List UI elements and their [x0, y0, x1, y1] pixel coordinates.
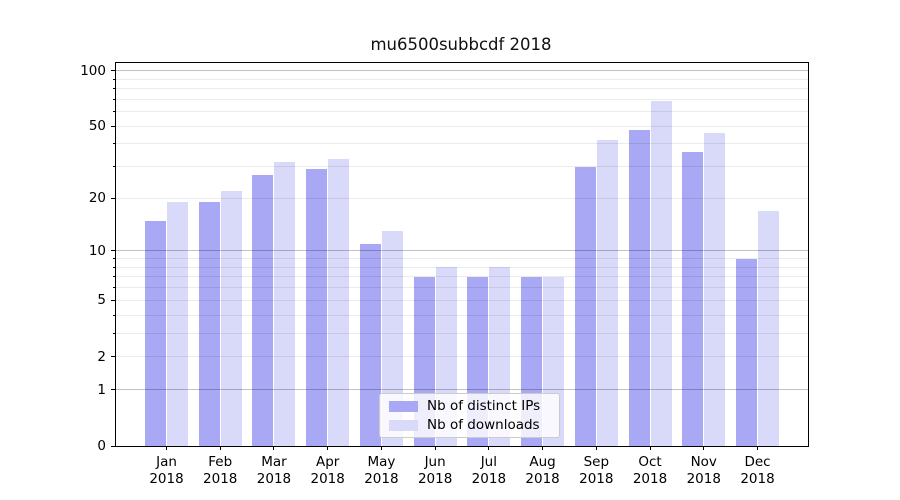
ytick-mark-minor-7: [113, 276, 116, 278]
gridline-minor-90: [116, 78, 808, 80]
ytick-mark-minor-80: [113, 88, 116, 90]
legend-swatch-distinct-ips: [389, 400, 418, 412]
xtick-mark-jun: [434, 446, 436, 450]
gridline-minor-60: [116, 111, 808, 113]
bar-nb-of-downloads-dec: [758, 210, 779, 446]
bar-nb-of-downloads-jan: [167, 202, 188, 446]
ytick-label-20: 20: [88, 190, 106, 207]
xtick-mark-mar: [273, 446, 275, 450]
gridline-minor-70: [116, 98, 808, 100]
ytick-label-2: 2: [97, 348, 106, 365]
gridline-minor-50: [116, 125, 808, 127]
ytick-mark-100: [111, 70, 116, 72]
ytick-mark-20: [111, 197, 116, 199]
xtick-label-dec: Dec 2018: [740, 454, 775, 487]
bar-nb-of-downloads-sep: [596, 140, 618, 446]
gridline-minor-80: [116, 88, 808, 90]
xtick-mark-may: [380, 446, 382, 450]
bar-nb-of-distinct-ips-dec: [736, 258, 757, 446]
ytick-label-50: 50: [88, 118, 106, 135]
ytick-mark-minor-60: [113, 111, 116, 113]
bar-nb-of-downloads-feb: [220, 191, 242, 446]
ytick-mark-minor-9: [113, 258, 116, 260]
bar-nb-of-distinct-ips-apr: [306, 169, 328, 446]
ytick-mark-minor-6: [113, 287, 116, 289]
bar-nb-of-distinct-ips-nov: [682, 152, 704, 446]
xtick-label-feb: Feb 2018: [203, 454, 238, 487]
xtick-label-jun: Jun 2018: [417, 454, 453, 487]
xtick-label-oct: Oct 2018: [632, 454, 668, 487]
chart-title: mu6500subbcdf 2018: [370, 35, 552, 54]
ytick-mark-minor-40: [113, 143, 116, 145]
xtick-mark-sep: [595, 446, 597, 450]
ytick-mark-minor-90: [113, 78, 116, 80]
xtick-label-sep: Sep 2018: [579, 454, 614, 487]
xtick-label-nov: Nov 2018: [686, 454, 721, 487]
legend: Nb of distinct IPs Nb of downloads: [379, 393, 560, 438]
bar-nb-of-distinct-ips-feb: [198, 202, 220, 446]
bar-nb-of-downloads-may: [381, 231, 403, 446]
ytick-label-10: 10: [88, 242, 106, 259]
xtick-mark-apr: [327, 446, 329, 450]
legend-item-downloads: Nb of downloads: [389, 418, 550, 432]
bar-nb-of-distinct-ips-mar: [252, 175, 274, 446]
ytick-label-1: 1: [97, 381, 106, 398]
legend-swatch-downloads: [389, 419, 418, 431]
legend-label-downloads: Nb of downloads: [427, 417, 540, 433]
ytick-mark-minor-4: [113, 314, 116, 316]
bar-nb-of-distinct-ips-jan: [145, 220, 166, 446]
ytick-mark-minor-3: [113, 332, 116, 334]
ytick-label-5: 5: [97, 292, 106, 309]
bar-nb-of-downloads-mar: [274, 161, 296, 446]
bar-nb-of-downloads-oct: [650, 100, 672, 446]
xtick-label-jul: Jul 2018: [471, 454, 507, 487]
bar-nb-of-distinct-ips-sep: [574, 166, 596, 446]
bar-nb-of-downloads-nov: [704, 132, 726, 446]
xtick-mark-oct: [649, 446, 651, 450]
xtick-label-may: May 2018: [364, 454, 399, 487]
gridline-major-100: [116, 70, 808, 72]
xtick-label-jan: Jan 2018: [149, 454, 184, 487]
bar-nb-of-distinct-ips-oct: [628, 129, 650, 446]
legend-item-distinct-ips: Nb of distinct IPs: [389, 399, 550, 413]
ytick-mark-5: [111, 299, 116, 301]
ytick-label-0: 0: [97, 438, 106, 454]
xtick-label-aug: Aug 2018: [525, 454, 560, 487]
xtick-mark-jan: [166, 446, 167, 450]
ytick-mark-minor-8: [113, 266, 116, 268]
ytick-mark-0: [111, 445, 116, 447]
plot-area: 0 1 2 5 10 20 50 100 Jan 2018 Feb 2018 Mar 2018 Ap…: [80, 62, 809, 487]
ytick-mark-1: [111, 389, 116, 391]
ytick-mark-50: [111, 125, 116, 127]
xtick-label-apr: Apr 2018: [310, 454, 345, 487]
ytick-mark-10: [111, 250, 116, 252]
xtick-mark-jul: [488, 446, 490, 450]
ytick-mark-minor-70: [113, 98, 116, 100]
xtick-mark-aug: [542, 446, 544, 450]
ytick-mark-2: [111, 356, 116, 358]
ytick-mark-minor-30: [113, 166, 116, 168]
ytick-label-100: 100: [80, 62, 106, 79]
xtick-mark-dec: [757, 446, 758, 450]
xtick-mark-nov: [703, 446, 705, 450]
legend-label-distinct-ips: Nb of distinct IPs: [427, 398, 541, 414]
bar-nb-of-distinct-ips-may: [359, 243, 381, 446]
xtick-mark-feb: [219, 446, 221, 450]
bar-nb-of-downloads-apr: [328, 159, 350, 446]
xtick-label-mar: Mar 2018: [256, 454, 292, 487]
